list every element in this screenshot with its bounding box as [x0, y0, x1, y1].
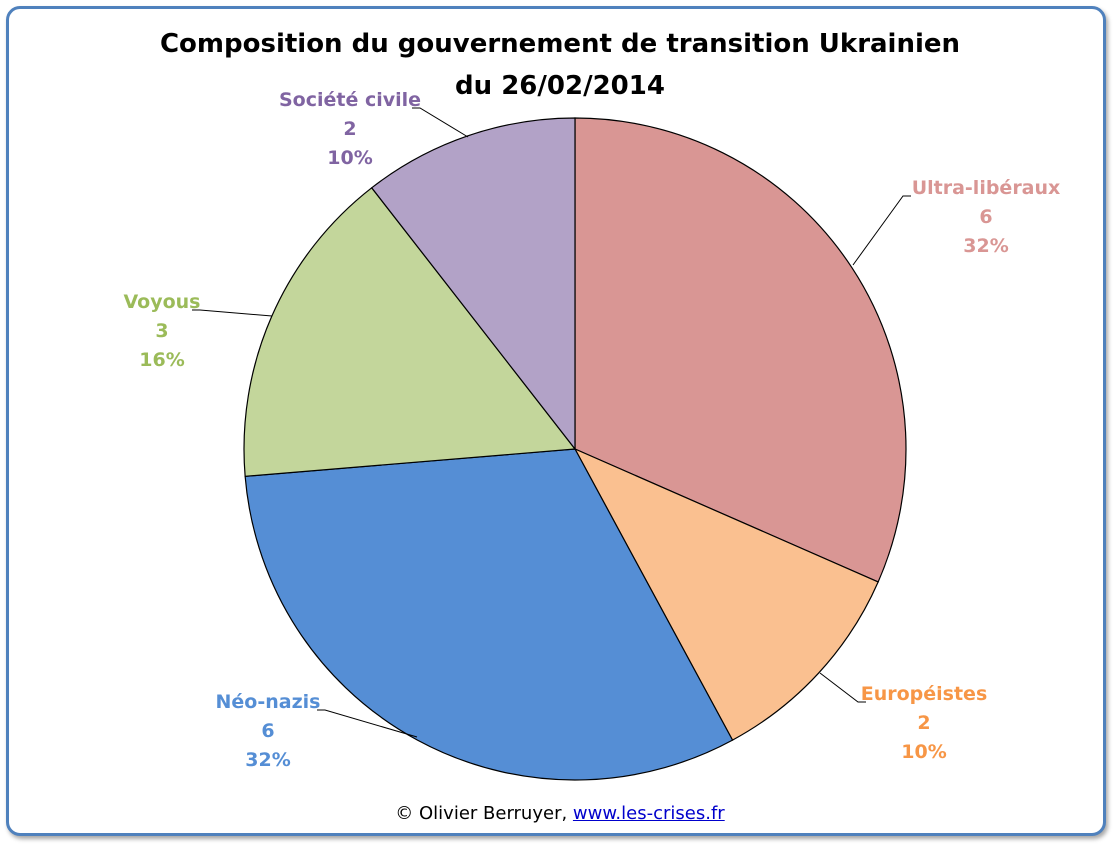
label-value: 2 [917, 712, 930, 734]
leader-line [192, 309, 273, 317]
credit-line: © Olivier Berruyer, www.les-crises.fr [0, 803, 1120, 824]
label-percent: 32% [245, 749, 290, 771]
label-name: Société civile [279, 89, 421, 111]
data-labels: Ultra-libéraux 6 32% Européistes 2 10% Néo-naz… [124, 89, 1061, 771]
chart-subtitle: du 26/02/2014 [455, 71, 665, 101]
label-name: Ultra-libéraux [912, 177, 1061, 199]
label-percent: 16% [139, 349, 184, 371]
leader-line [819, 672, 866, 703]
label-value: 6 [979, 206, 992, 228]
label-name: Voyous [124, 291, 201, 313]
slice-ultra-lib-raux [574, 117, 907, 583]
credit-author: © Olivier Berruyer, [395, 803, 568, 824]
label-percent: 10% [327, 147, 372, 169]
label-value: 6 [261, 720, 274, 742]
label-value: 2 [343, 118, 356, 140]
chart-title: Composition du gouvernement de transitio… [160, 29, 960, 59]
label-name: Néo-nazis [216, 691, 321, 713]
leader-line [317, 709, 418, 738]
slice-soci-t-civile [370, 117, 576, 451]
label-percent: 32% [963, 235, 1008, 257]
leader-line [852, 195, 911, 266]
pie-slices [243, 117, 907, 781]
label-percent: 10% [901, 741, 946, 763]
label-name: Européistes [861, 683, 988, 705]
credit-link[interactable]: www.les-crises.fr [572, 803, 725, 824]
label-value: 3 [155, 320, 168, 342]
leader-lines [192, 107, 911, 738]
leader-line [412, 107, 469, 138]
slice-europ-istes [573, 447, 879, 741]
slice-n-o-nazis [244, 448, 734, 781]
